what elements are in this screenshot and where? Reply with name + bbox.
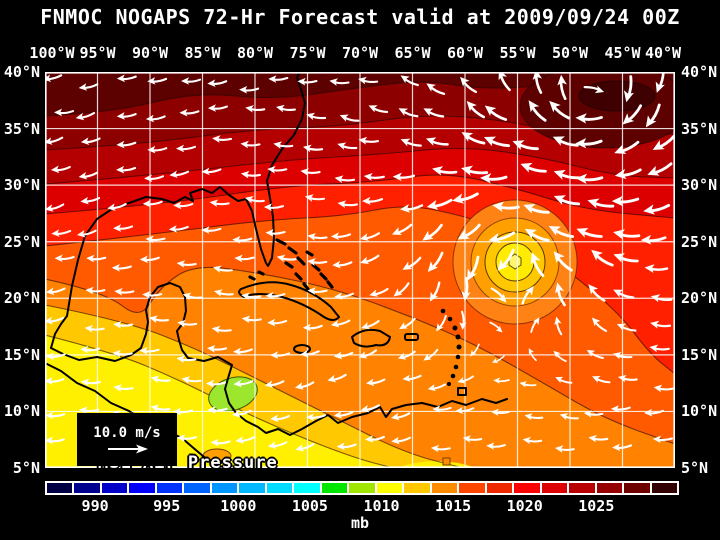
colorbar-tick: 990	[81, 497, 109, 515]
colorbar-cell	[294, 483, 320, 493]
lat-tick-label-left: 10°N	[3, 402, 40, 421]
colorbar-cell	[266, 483, 293, 493]
colorbar-tick: 1020	[506, 497, 543, 515]
lon-tick-label: 60°W	[446, 44, 484, 62]
colorbar-cell	[129, 483, 155, 493]
lat-tick-label-right: 5°N	[681, 458, 709, 477]
lat-tick-label-left: 25°N	[3, 232, 40, 251]
lat-tick-label-left: 30°N	[3, 176, 40, 195]
colorbar-tick: 1015	[435, 497, 472, 515]
pressure-colorbar	[45, 481, 679, 495]
pressure-map: MSL Air Pressure	[45, 72, 675, 473]
lon-tick-label: 45°W	[604, 44, 641, 62]
cyclone-center	[452, 199, 578, 325]
lon-tick-label: 90°W	[131, 44, 169, 62]
colorbar-cell	[404, 483, 430, 493]
colorbar-cell	[74, 483, 100, 493]
colorbar-cell	[459, 483, 485, 493]
lat-tick-label-right: 20°N	[681, 289, 718, 308]
contour-marker	[442, 457, 451, 466]
lon-tick-label: 80°W	[236, 44, 274, 62]
colorbar-cell	[651, 483, 678, 493]
colorbar-tick: 1000	[220, 497, 257, 515]
lon-tick-label: 65°W	[394, 44, 431, 62]
lat-tick-label-right: 15°N	[681, 345, 718, 364]
colorbar-cell	[596, 483, 623, 493]
pressure-field-plot	[45, 72, 675, 468]
colorbar-cell	[431, 483, 458, 493]
map-border	[45, 72, 675, 468]
colorbar-cell	[211, 483, 238, 493]
wind-scale-arrow-icon	[108, 444, 148, 454]
lon-tick-label: 85°W	[184, 44, 221, 62]
colorbar-cell	[321, 483, 348, 493]
colorbar-cell	[156, 483, 183, 493]
colorbar-cell	[47, 483, 73, 493]
colorbar-cell	[376, 483, 403, 493]
colorbar-cell	[184, 483, 210, 493]
lat-tick-label-right: 35°N	[681, 119, 718, 138]
colorbar-tick-labels: 990 995 1000 1005 1010 1015 1020 1025	[45, 497, 675, 515]
colorbar-cell	[239, 483, 265, 493]
colorbar-tick: 995	[153, 497, 181, 515]
colorbar-tick: 1005	[291, 497, 328, 515]
lon-tick-label: 40°W	[644, 44, 682, 62]
lon-tick-label: 75°W	[289, 44, 326, 62]
colorbar-unit-label: mb	[350, 514, 370, 532]
wind-scale-label: 10.0 m/s	[93, 425, 161, 441]
lat-tick-label-left: 40°N	[3, 63, 40, 81]
colorbar-tick: 1025	[578, 497, 615, 515]
colorbar-cell	[569, 483, 595, 493]
lon-tick-label: 100°W	[29, 44, 75, 62]
colorbar-cell	[349, 483, 375, 493]
lat-tick-label-right: 30°N	[681, 176, 718, 195]
colorbar-tick: 1010	[363, 497, 400, 515]
lon-tick-label: 55°W	[499, 44, 536, 62]
lat-tick-label-right: 25°N	[681, 232, 718, 251]
antilles-islands	[440, 308, 462, 387]
wind-vectors-layer	[45, 72, 675, 453]
lat-tick-label-left: 20°N	[3, 289, 40, 308]
colorbar-cell	[486, 483, 513, 493]
latlon-grid-layer	[45, 72, 675, 468]
lat-tick-label-right: 10°N	[681, 402, 718, 421]
lat-tick-label-left: 15°N	[3, 345, 40, 364]
wind-scale-box: 10.0 m/s	[77, 413, 177, 466]
lat-tick-label-left: 5°N	[12, 458, 40, 477]
longitude-axis: 100°W 95°W 90°W 85°W 80°W 75°W 70°W 65°W 60°W 55°…	[0, 44, 720, 62]
colorbar-cell	[101, 483, 128, 493]
colorbar-cell	[514, 483, 540, 493]
lat-tick-label-right: 40°N	[681, 63, 718, 81]
lon-tick-label: 95°W	[79, 44, 116, 62]
lon-tick-label: 50°W	[551, 44, 589, 62]
colorbar-cell	[541, 483, 568, 493]
chart-title: FNMOC NOGAPS 72-Hr Forecast valid at 200…	[40, 5, 680, 29]
lon-tick-label: 70°W	[341, 44, 379, 62]
colorbar-cell	[624, 483, 650, 493]
lat-tick-label-left: 35°N	[3, 119, 40, 138]
bahamas-islands	[248, 238, 334, 291]
